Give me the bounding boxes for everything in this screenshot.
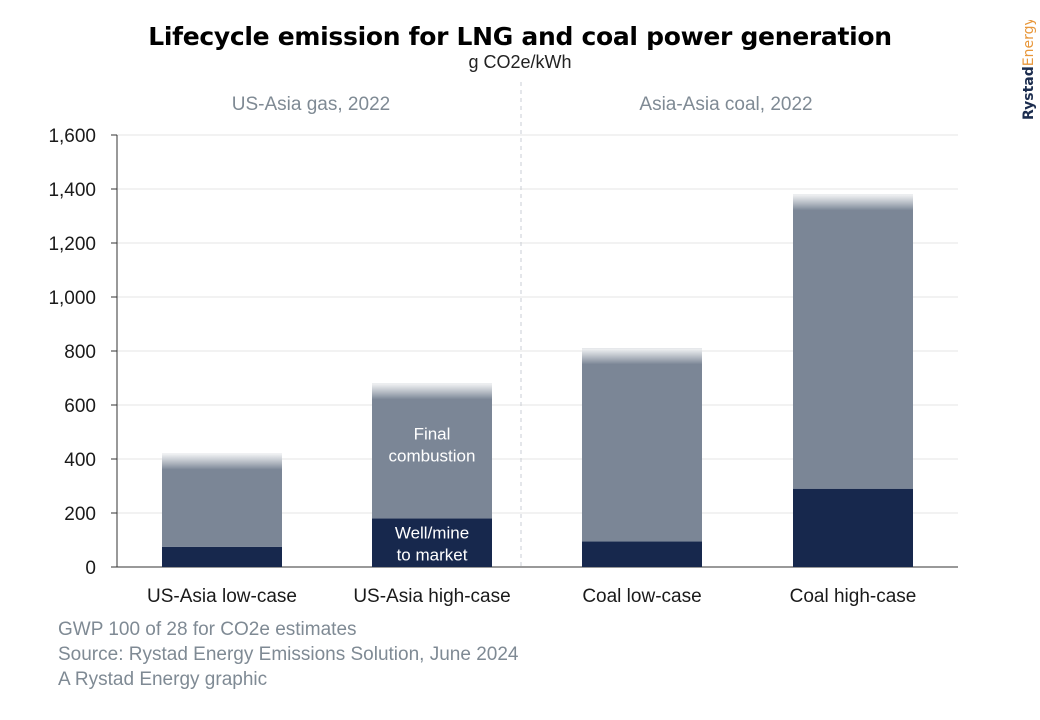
svg-text:RystadEnergy: RystadEnergy bbox=[1021, 20, 1037, 120]
y-tick-label: 1,400 bbox=[48, 180, 96, 201]
y-tick-label: 400 bbox=[64, 450, 96, 471]
bar-top-fade bbox=[372, 383, 492, 400]
bar-segment-well-to-market bbox=[162, 546, 282, 567]
y-tick-label: 0 bbox=[85, 558, 96, 579]
x-category-label: Coal high-case bbox=[790, 586, 917, 607]
bar-segment-well-to-market bbox=[582, 541, 702, 567]
bar-top-fade bbox=[582, 348, 702, 365]
chart-title: Lifecycle emission for LNG and coal powe… bbox=[148, 22, 892, 51]
chart-footer: GWP 100 of 28 for CO2e estimates Source:… bbox=[58, 617, 518, 692]
y-tick-label: 600 bbox=[64, 396, 96, 417]
x-category-label: US-Asia high-case bbox=[353, 586, 510, 607]
footer-credit: A Rystad Energy graphic bbox=[58, 669, 268, 690]
footer-gwp-note: GWP 100 of 28 for CO2e estimates bbox=[58, 619, 357, 640]
series-label-final-combustion-line2: combustion bbox=[389, 447, 476, 466]
x-category-label: US-Asia low-case bbox=[147, 586, 297, 607]
x-category-label: Coal low-case bbox=[582, 586, 701, 607]
y-tick-label: 1,200 bbox=[48, 234, 96, 255]
series-label-final-combustion-line1: Final bbox=[414, 425, 451, 444]
series-label-well-to-market-line2: to market bbox=[397, 546, 468, 565]
bar-segment-final-combustion bbox=[372, 383, 492, 519]
bar-top-fade bbox=[793, 194, 913, 211]
y-tick-label: 1,000 bbox=[48, 288, 96, 309]
group-label: Asia-Asia coal, 2022 bbox=[639, 94, 812, 115]
rystad-energy-logo: RystadEnergy bbox=[1005, 17, 1040, 124]
bar-segment-final-combustion bbox=[582, 348, 702, 542]
y-tick-label: 1,600 bbox=[48, 126, 96, 147]
y-tick-label: 800 bbox=[64, 342, 96, 363]
logo-part1: Rystad bbox=[1021, 66, 1037, 120]
bar-segment-final-combustion bbox=[793, 194, 913, 489]
bar-top-fade bbox=[162, 453, 282, 470]
group-label: US-Asia gas, 2022 bbox=[232, 94, 390, 115]
y-tick-label: 200 bbox=[64, 504, 96, 525]
chart-subtitle: g CO2e/kWh bbox=[468, 52, 572, 72]
series-label-well-to-market-line1: Well/mine bbox=[395, 524, 469, 543]
bar-segment-well-to-market bbox=[372, 518, 492, 567]
bar-segment-well-to-market bbox=[793, 488, 913, 567]
logo-part2: Energy bbox=[1021, 20, 1037, 66]
footer-source: Source: Rystad Energy Emissions Solution… bbox=[58, 644, 519, 665]
